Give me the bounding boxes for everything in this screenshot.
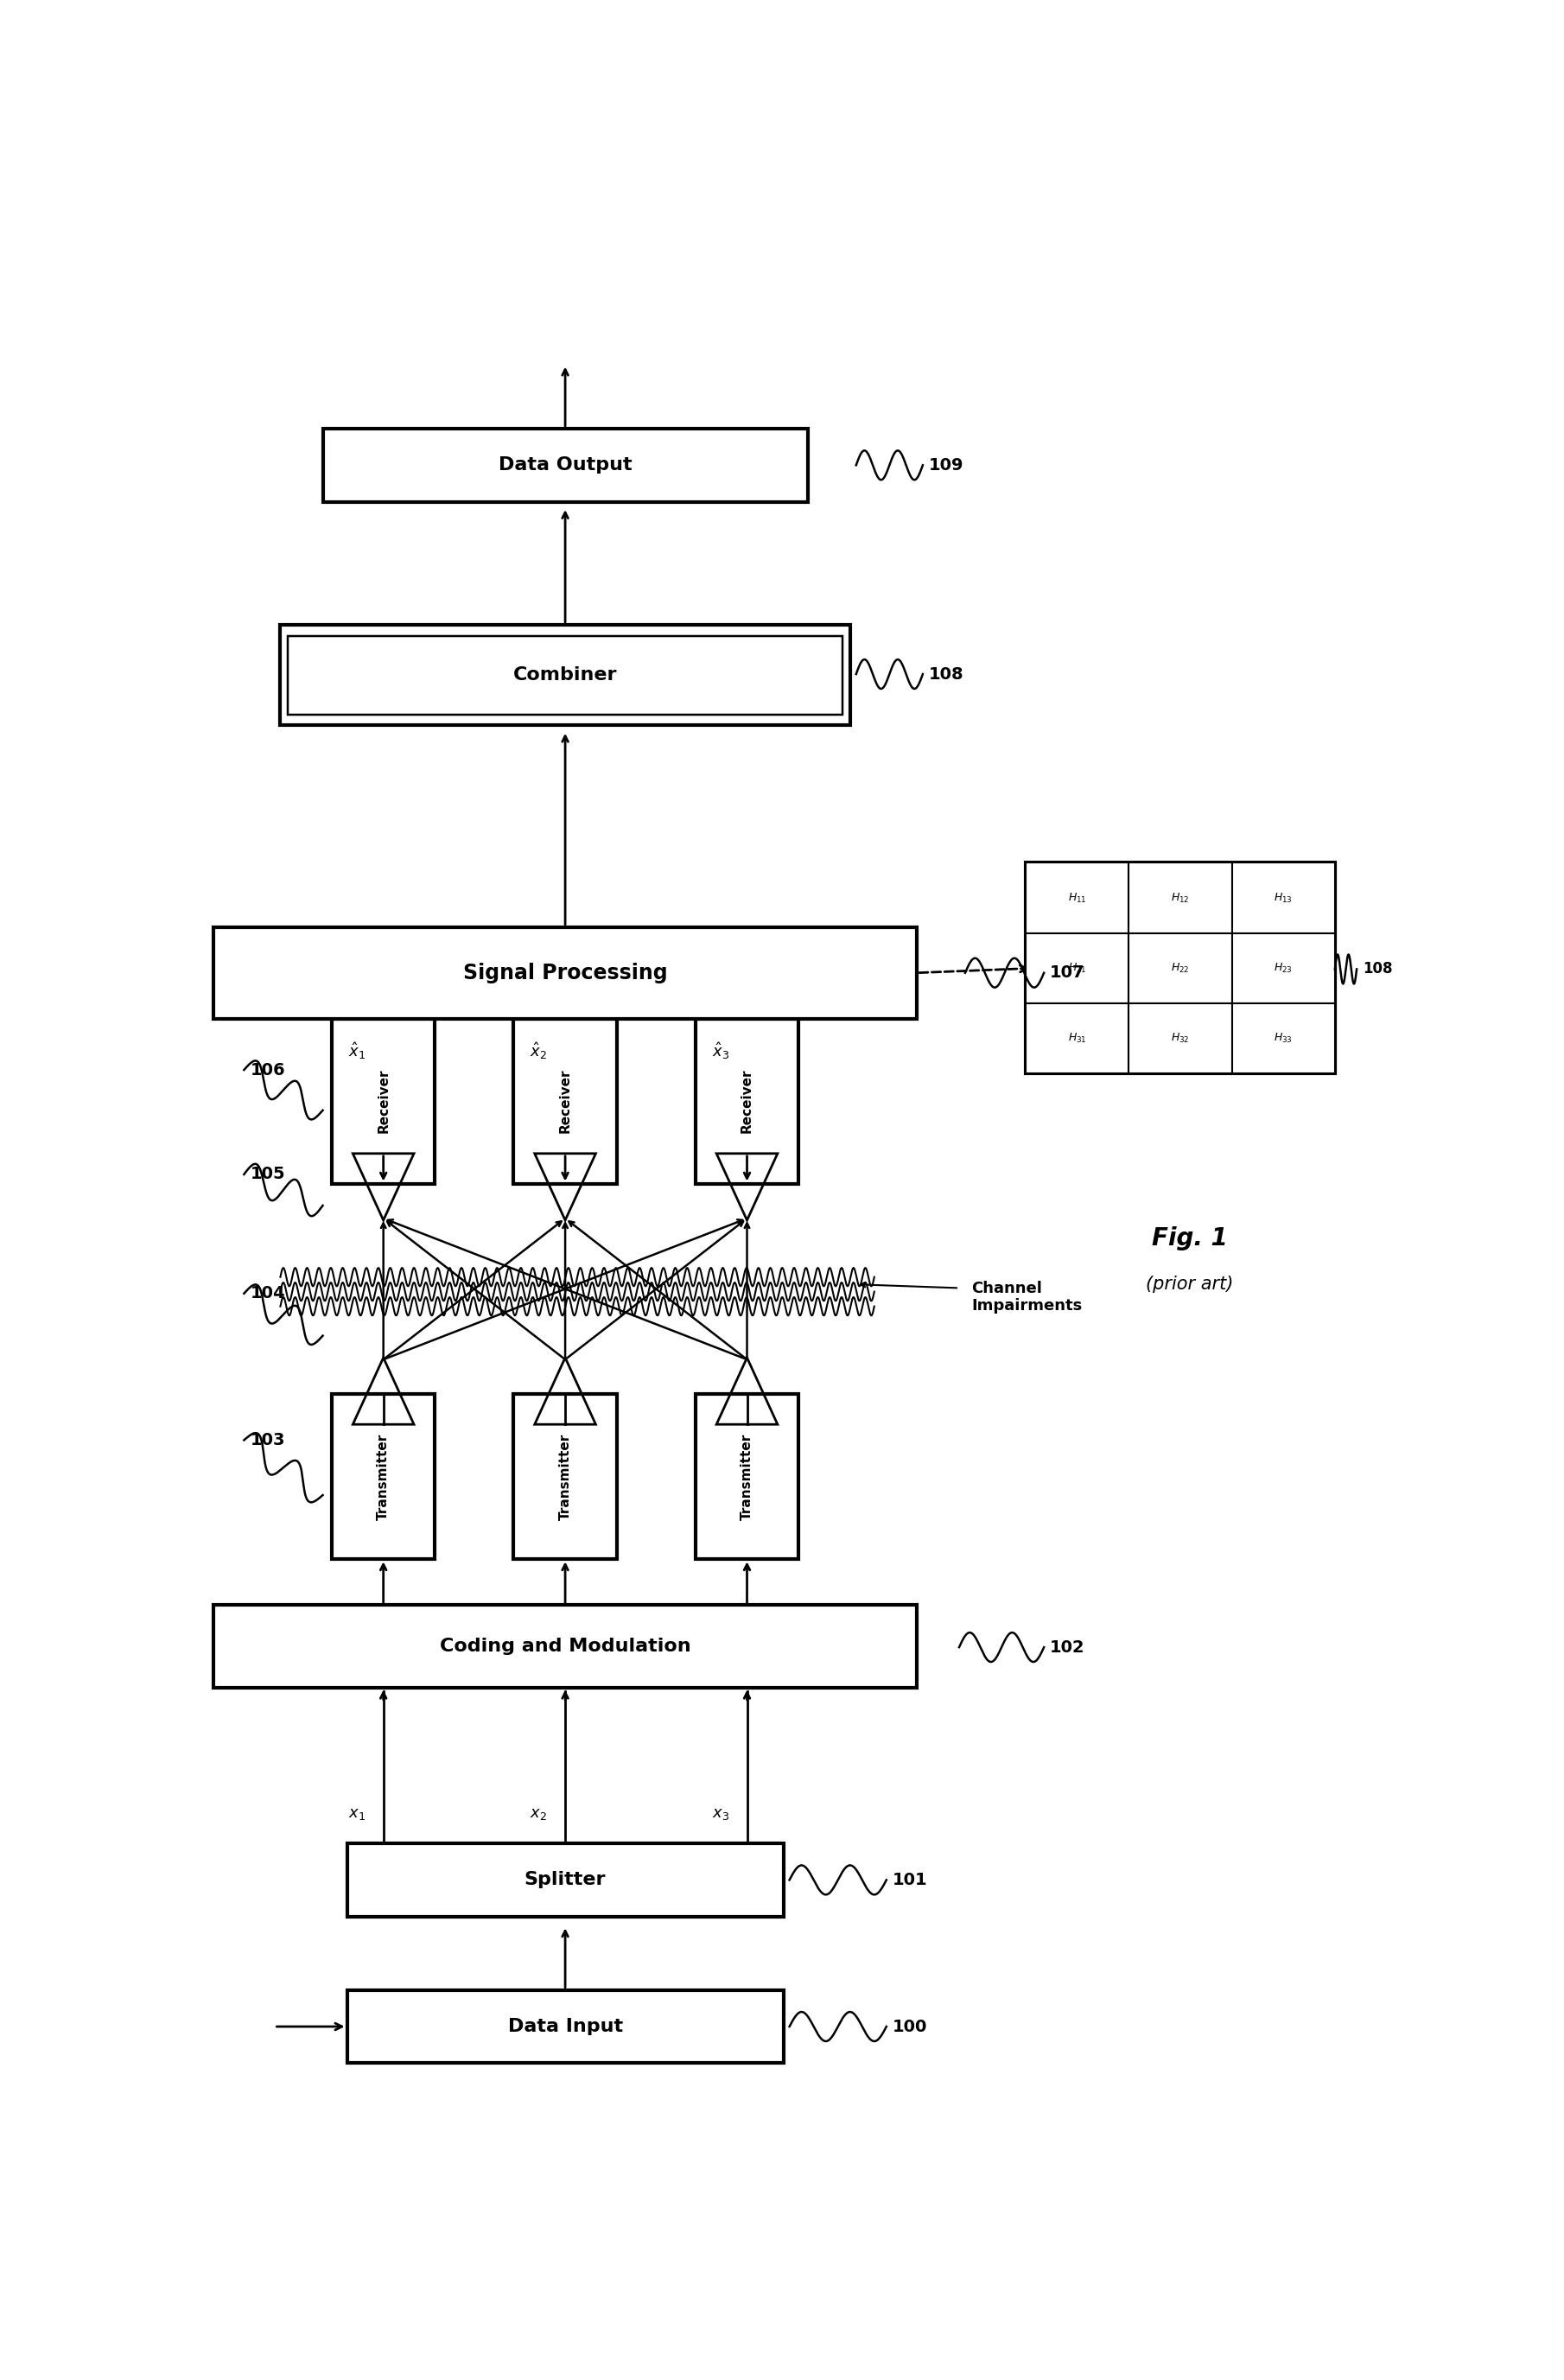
Text: Splitter: Splitter [524,1871,605,1890]
Bar [347,1990,784,2063]
Text: Receiver: Receiver [558,1069,572,1133]
Bar [1129,1004,1232,1073]
Text: Receiver: Receiver [740,1069,754,1133]
Text: $\hat{x}_1$: $\hat{x}_1$ [349,1040,366,1061]
Text: 104: 104 [250,1285,285,1302]
Text: 108: 108 [929,666,963,683]
Bar [696,1019,799,1183]
Text: $H_{32}$: $H_{32}$ [1171,1033,1190,1045]
Bar [288,635,843,714]
Text: Coding and Modulation: Coding and Modulation [439,1637,691,1654]
Text: $H_{21}$: $H_{21}$ [1068,962,1087,976]
Text: Transmitter: Transmitter [558,1433,572,1521]
Bar [214,926,917,1019]
Text: Receiver: Receiver [377,1069,389,1133]
Bar [214,1604,917,1687]
Text: 103: 103 [250,1433,285,1449]
Bar [1026,933,1129,1004]
Text: Data Output: Data Output [499,457,632,474]
Bar [280,624,851,726]
Text: 100: 100 [893,2018,927,2035]
Text: $\hat{x}_3$: $\hat{x}_3$ [712,1040,729,1061]
Text: Transmitter: Transmitter [377,1433,389,1521]
Text: Data Input: Data Input [508,2018,622,2035]
Bar [1232,933,1336,1004]
Text: $x_1$: $x_1$ [349,1806,366,1821]
Text: 108: 108 [1362,962,1392,976]
Text: $x_3$: $x_3$ [712,1806,729,1821]
Bar [1232,1004,1336,1073]
Bar [696,1395,799,1559]
Text: Transmitter: Transmitter [740,1433,754,1521]
Bar [1026,1004,1129,1073]
Bar [1026,864,1129,933]
Bar [332,1395,435,1559]
Text: 109: 109 [929,457,963,474]
Text: 105: 105 [250,1166,285,1183]
Text: Channel
Impairments: Channel Impairments [971,1280,1082,1314]
Bar [513,1019,616,1183]
Text: 101: 101 [893,1871,927,1887]
Text: $H_{11}$: $H_{11}$ [1068,892,1087,904]
Text: $H_{23}$: $H_{23}$ [1275,962,1293,976]
Bar [1129,864,1232,933]
Text: $H_{31}$: $H_{31}$ [1068,1033,1087,1045]
Bar [322,428,807,502]
Text: Fig. 1: Fig. 1 [1151,1226,1228,1249]
Text: 107: 107 [1049,964,1085,981]
Text: $\hat{x}_2$: $\hat{x}_2$ [530,1040,547,1061]
Text: $H_{22}$: $H_{22}$ [1171,962,1190,976]
Text: $H_{12}$: $H_{12}$ [1171,892,1190,904]
Bar [1129,933,1232,1004]
Text: 106: 106 [250,1061,285,1078]
Text: (prior art): (prior art) [1145,1276,1234,1292]
Text: 102: 102 [1049,1640,1085,1656]
Bar [347,1842,784,1916]
Text: $H_{13}$: $H_{13}$ [1275,892,1293,904]
Text: Combiner: Combiner [513,666,618,683]
Bar [513,1395,616,1559]
Text: $x_2$: $x_2$ [530,1806,547,1821]
Bar [1232,864,1336,933]
Text: Signal Processing: Signal Processing [463,962,668,983]
Text: $H_{33}$: $H_{33}$ [1275,1033,1293,1045]
Bar [1026,864,1336,1073]
Bar [332,1019,435,1183]
